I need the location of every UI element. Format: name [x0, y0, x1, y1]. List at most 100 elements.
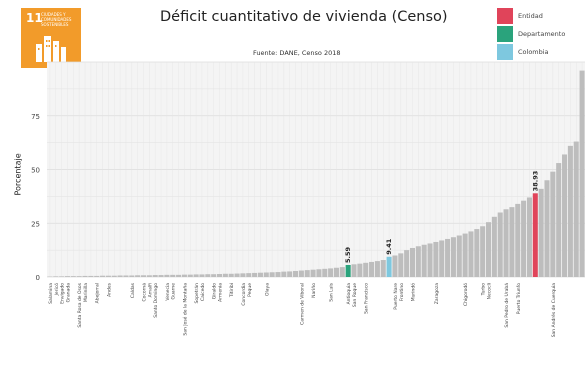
- legend-swatch-departamento: [497, 26, 513, 42]
- x-tick-label: Granada: [65, 283, 71, 303]
- bar: [515, 203, 521, 277]
- bar: [240, 273, 246, 277]
- legend-swatch-entidad: [497, 8, 513, 24]
- x-tick-label: Puerto Triunfo: [516, 283, 522, 315]
- bar: [439, 240, 445, 277]
- bar: [339, 267, 345, 277]
- bar: [345, 264, 351, 277]
- bar: [216, 273, 223, 277]
- bar: [304, 270, 310, 277]
- bar: [64, 276, 70, 277]
- x-tick-label: San Roque: [352, 283, 358, 307]
- data-label: 9.41: [385, 238, 393, 255]
- legend-swatch-colombia: [497, 44, 513, 60]
- bar: [550, 171, 556, 277]
- x-tick-label: Santa Rosa de Osos: [77, 282, 83, 327]
- bar: [222, 273, 228, 277]
- x-tick-label: Venecia: [165, 283, 171, 301]
- city-buildings-icon: [36, 36, 66, 62]
- bar: [380, 260, 386, 277]
- x-tick-label: Carmen de Viboral: [299, 283, 305, 325]
- legend-label-colombia: Colombia: [518, 48, 549, 56]
- bar: [374, 261, 380, 277]
- x-tick-label: Titiribí: [228, 282, 235, 298]
- bar: [497, 212, 503, 277]
- bar: [228, 273, 234, 277]
- sdg-text: CIUDADES Y COMUNIDADES SOSTENIBLES: [41, 12, 72, 27]
- x-tick-label: Peque: [247, 283, 253, 297]
- x-tick-label: Caldas: [130, 282, 136, 298]
- sdg-number: 11: [26, 11, 43, 25]
- x-tick-label: Guarne: [171, 283, 177, 300]
- bar: [322, 268, 328, 277]
- x-tick-label: Zaragoza: [434, 283, 440, 304]
- bar: [246, 273, 252, 277]
- x-tick-label: Antioquia: [346, 283, 352, 305]
- bar: [257, 272, 263, 277]
- bar: [474, 229, 480, 277]
- bar: [328, 268, 334, 277]
- bar: [53, 276, 59, 277]
- bar: [94, 275, 100, 277]
- bar: [281, 271, 287, 277]
- bar: [105, 275, 111, 277]
- y-tick-label: 50: [31, 167, 40, 175]
- x-tick-label: San Pedro de Urabá: [503, 283, 510, 328]
- x-tick-label: Olaya: [264, 283, 270, 296]
- legend-label-departamento: Departamento: [518, 30, 566, 38]
- bar: [135, 275, 141, 277]
- bar: [263, 272, 269, 277]
- bar: [503, 209, 509, 277]
- sdg-logo: 11 CIUDADES Y COMUNIDADES SOSTENIBLES: [21, 8, 81, 68]
- bar: [567, 145, 573, 277]
- x-tick-label: San Francisco: [364, 283, 370, 314]
- x-tick-label: Envigado: [60, 283, 66, 304]
- bar: [170, 274, 176, 277]
- x-tick-label: Abejorral: [95, 283, 101, 303]
- bar: [556, 163, 562, 277]
- x-tick-label: Giraldo: [212, 283, 218, 299]
- bar: [573, 141, 579, 277]
- bar: [123, 275, 129, 277]
- bar: [193, 274, 199, 277]
- bar: [140, 275, 147, 277]
- bar: [409, 247, 416, 277]
- bar: [538, 188, 544, 277]
- chart-subtitle: Fuente: DANE, Censo 2018: [253, 49, 341, 57]
- bar: [532, 193, 538, 277]
- x-tick-label: Necoclí: [486, 282, 493, 299]
- bar: [357, 263, 363, 277]
- bar: [152, 275, 158, 277]
- bar: [433, 241, 439, 277]
- x-tick-label: San José de la Montaña: [181, 283, 188, 336]
- data-label: 38.93: [531, 171, 539, 192]
- bar: [117, 275, 123, 277]
- bar: [287, 271, 293, 277]
- bar: [88, 275, 94, 277]
- bar: [82, 275, 88, 277]
- bar: [480, 226, 486, 277]
- x-tick-label: Chigorodó: [462, 283, 469, 306]
- bar: [392, 255, 398, 277]
- bar: [579, 70, 585, 277]
- bar: [351, 264, 357, 277]
- x-tick-label: Marinilla: [83, 283, 89, 302]
- bar: [211, 274, 217, 277]
- bar: [187, 274, 193, 277]
- bar: [59, 276, 65, 277]
- bar: [181, 274, 187, 277]
- bar: [293, 270, 299, 277]
- y-tick-label: 0: [36, 274, 40, 282]
- bar: [404, 250, 410, 277]
- bar: [100, 275, 106, 277]
- y-tick-label: 75: [31, 113, 40, 121]
- x-tick-label: San Andrés de Cuerquia: [550, 283, 557, 338]
- bar: [176, 274, 182, 277]
- bar: [164, 274, 170, 277]
- bar: [544, 180, 550, 277]
- bar: [398, 253, 404, 277]
- bar: [234, 273, 240, 277]
- x-tick-label: Concordia: [241, 283, 247, 306]
- y-tick-label: 25: [31, 220, 40, 228]
